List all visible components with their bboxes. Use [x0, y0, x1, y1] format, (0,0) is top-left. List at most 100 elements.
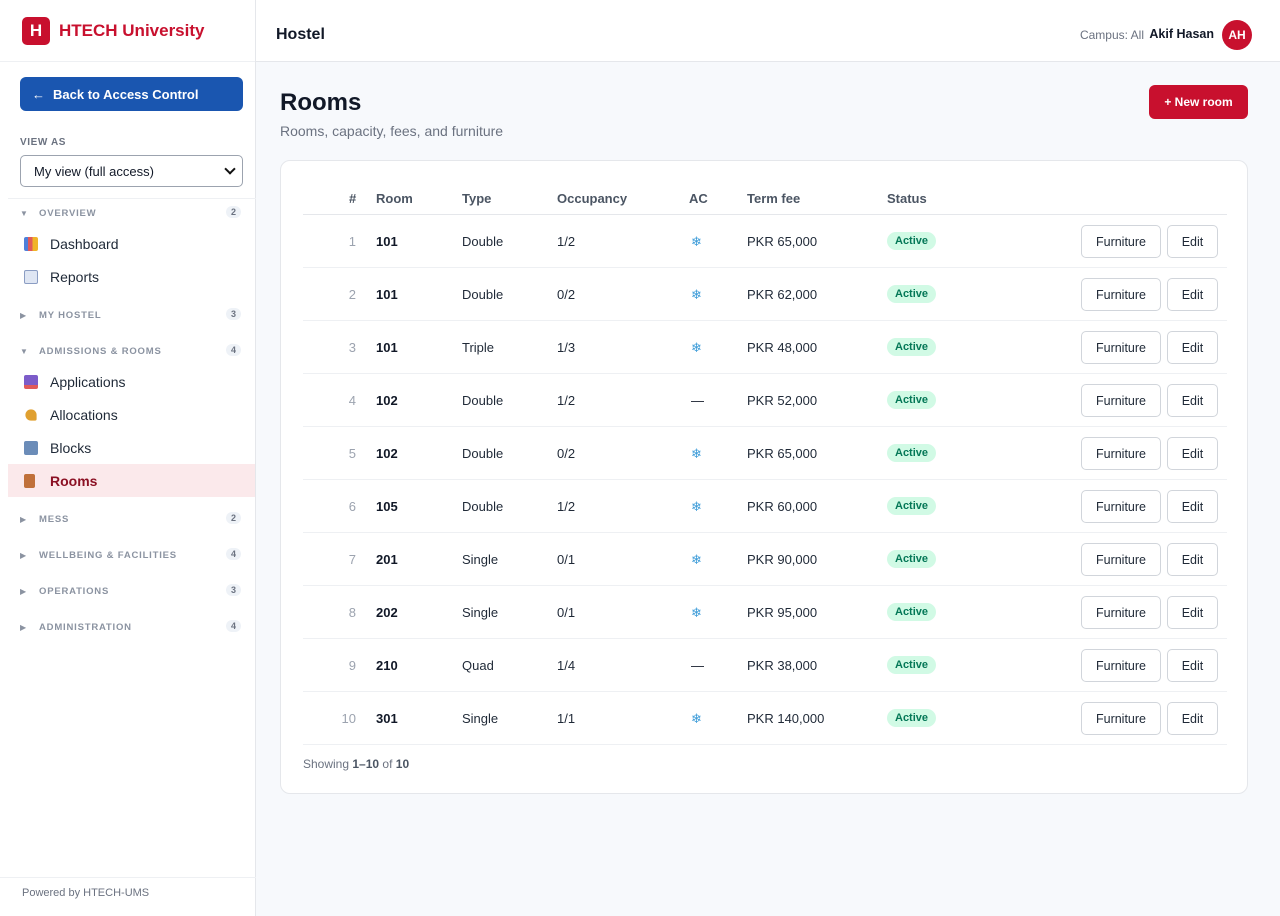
sidebar-item-dashboard[interactable]: Dashboard [8, 227, 255, 260]
snowflake-icon: ❄ [691, 711, 702, 726]
back-to-access-control-button[interactable]: ← Back to Access Control [20, 77, 243, 111]
furniture-button[interactable]: Furniture [1081, 702, 1161, 735]
furniture-button[interactable]: Furniture [1081, 225, 1161, 258]
room-number: 101 [376, 340, 398, 355]
section-count: 2 [225, 206, 241, 218]
status-badge: Active [887, 338, 937, 356]
furniture-button[interactable]: Furniture [1081, 596, 1161, 629]
status-badge: Active [887, 497, 937, 515]
section-count: 3 [225, 584, 241, 596]
room-type: Quad [462, 658, 494, 673]
edit-button[interactable]: Edit [1167, 596, 1218, 629]
edit-button[interactable]: Edit [1167, 490, 1218, 523]
view-as-select[interactable]: My view (full access) [20, 155, 243, 187]
room-type: Triple [462, 340, 495, 355]
edit-button[interactable]: Edit [1167, 331, 1218, 364]
section-count: 2 [225, 512, 241, 524]
caret-right-icon: ▶ [20, 550, 27, 560]
column-header-term-fee: Term fee [747, 191, 801, 206]
section-label: MY HOSTEL [39, 309, 102, 321]
nav-section-overview[interactable]: ▼ OVERVIEW 2 [20, 205, 243, 221]
room-number: 301 [376, 711, 398, 726]
nav-section-mess[interactable]: ▶ MESS 2 [20, 511, 243, 527]
row-number: 10 [341, 711, 356, 726]
furniture-button[interactable]: Furniture [1081, 331, 1161, 364]
row-number: 2 [348, 287, 356, 302]
edit-button[interactable]: Edit [1167, 543, 1218, 576]
nav-section-admissions-rooms[interactable]: ▼ ADMISSIONS & ROOMS 4 [20, 343, 243, 359]
occupancy: 0/1 [557, 605, 576, 620]
edit-button[interactable]: Edit [1167, 278, 1218, 311]
furniture-button[interactable]: Furniture [1081, 649, 1161, 682]
nav-section-wellbeing-facilities[interactable]: ▶ WELLBEING & FACILITIES 4 [20, 547, 243, 563]
room-number: 105 [376, 499, 398, 514]
furniture-button[interactable]: Furniture [1081, 543, 1161, 576]
column-header-type: Type [462, 191, 492, 206]
new-room-button[interactable]: + New room [1149, 85, 1248, 119]
furniture-button[interactable]: Furniture [1081, 278, 1161, 311]
snowflake-icon: ❄ [691, 552, 702, 567]
term-fee: PKR 65,000 [747, 446, 818, 461]
nav-section-my-hostel[interactable]: ▶ MY HOSTEL 3 [20, 307, 243, 323]
table-header: # Room Type Occupancy AC Term fee Status [303, 179, 1227, 215]
furniture-button[interactable]: Furniture [1081, 437, 1161, 470]
sidebar-item-allocations[interactable]: Allocations [8, 398, 255, 431]
section-label: ADMISSIONS & ROOMS [39, 345, 162, 357]
furniture-button[interactable]: Furniture [1081, 490, 1161, 523]
view-as-label: VIEW AS [20, 137, 67, 148]
showing-total: 10 [395, 757, 410, 771]
showing-prefix: Showing [303, 757, 350, 771]
key-icon [25, 408, 37, 421]
column-header-ac: AC [689, 191, 708, 206]
user-name[interactable]: Akif Hasan [1149, 27, 1214, 41]
nav-section-operations[interactable]: ▶ OPERATIONS 3 [20, 583, 243, 599]
sidebar-item-blocks[interactable]: Blocks [8, 431, 255, 464]
sidebar-item-label: Reports [50, 268, 100, 285]
furniture-button[interactable]: Furniture [1081, 384, 1161, 417]
edit-button[interactable]: Edit [1167, 702, 1218, 735]
row-number: 9 [348, 658, 356, 673]
section-count: 4 [225, 620, 241, 632]
term-fee: PKR 48,000 [747, 340, 818, 355]
sidebar-item-rooms[interactable]: Rooms [8, 464, 255, 497]
table-row: 10 301 Single 1/1 ❄ PKR 140,000 Active Furnitur… [303, 692, 1227, 745]
status-badge: Active [887, 603, 937, 621]
snowflake-icon: ❄ [691, 340, 702, 355]
section-count: 4 [225, 548, 241, 560]
sidebar-item-reports[interactable]: Reports [8, 260, 255, 293]
showing-range: 1–10 [352, 757, 380, 771]
edit-button[interactable]: Edit [1167, 225, 1218, 258]
sidebar-item-label: Allocations [50, 406, 118, 423]
status-badge: Active [887, 285, 937, 303]
edit-button[interactable]: Edit [1167, 384, 1218, 417]
edit-button[interactable]: Edit [1167, 437, 1218, 470]
section-count: 4 [225, 344, 241, 356]
section-label: OPERATIONS [39, 585, 110, 597]
table-row: 8 202 Single 0/1 ❄ PKR 95,000 Active Furniture E… [303, 586, 1227, 639]
occupancy: 1/4 [557, 658, 576, 673]
table-row: 4 102 Double 1/2 — PKR 52,000 Active Furniture E… [303, 374, 1227, 427]
snowflake-icon: ❄ [691, 287, 702, 302]
column-header-room: Room [376, 191, 413, 206]
room-type: Double [462, 287, 504, 302]
top-bar: Hostel Campus: All Akif Hasan AH [256, 0, 1280, 62]
inbox-icon [24, 374, 38, 389]
table-row: 9 210 Quad 1/4 — PKR 38,000 Active Furniture Edi… [303, 639, 1227, 692]
caret-right-icon: ▶ [20, 514, 27, 524]
snowflake-icon: ❄ [691, 234, 702, 249]
edit-button[interactable]: Edit [1167, 649, 1218, 682]
row-number: 1 [348, 234, 356, 249]
campus-selector[interactable]: Campus: All [1079, 28, 1144, 42]
caret-right-icon: ▶ [20, 310, 27, 320]
occupancy: 1/2 [557, 393, 576, 408]
brand[interactable]: H HTECH University [0, 0, 255, 62]
avatar[interactable]: AH [1222, 20, 1252, 50]
column-header-occupancy: Occupancy [557, 191, 628, 206]
line-chart-icon [24, 269, 38, 284]
row-number: 7 [348, 552, 356, 567]
nav-section-administration[interactable]: ▶ ADMINISTRATION 4 [20, 619, 243, 635]
sidebar-item-applications[interactable]: Applications [8, 365, 255, 398]
sidebar: H HTECH University ← Back to Access Cont… [0, 0, 256, 916]
chevron-down-icon [224, 163, 236, 175]
column-header-status: Status [887, 191, 927, 206]
